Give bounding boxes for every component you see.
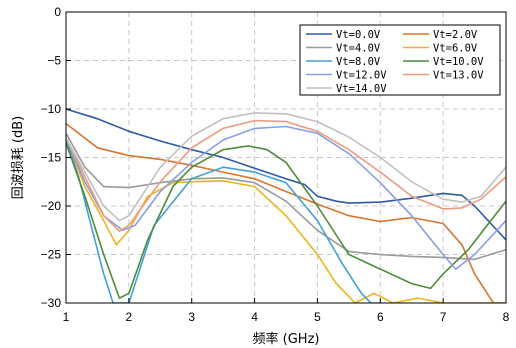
y-tick-label: −30	[41, 296, 62, 310]
x-tick-label: 7	[440, 310, 447, 324]
x-axis-label: 频率 (GHz)	[253, 331, 320, 347]
series-lines	[66, 108, 506, 303]
x-tick-label: 1	[63, 310, 70, 324]
x-tick-label: 2	[126, 310, 133, 324]
legend-label: Vt=8.0V	[336, 56, 381, 68]
legend-label: Vt=4.0V	[336, 43, 381, 55]
legend-label: Vt=14.0V	[336, 83, 387, 95]
x-tick-label: 6	[377, 310, 384, 324]
series-line-2	[66, 132, 506, 261]
legend-box	[299, 24, 501, 96]
legend-label: Vt=10.0V	[433, 56, 484, 68]
legend-label: Vt=2.0V	[433, 29, 478, 41]
series-line-1	[66, 122, 506, 303]
legend-label: Vt=6.0V	[433, 43, 478, 55]
y-tick-label: 0	[54, 5, 61, 19]
y-tick-label: −15	[41, 151, 62, 165]
series-line-0	[66, 108, 506, 241]
legend: Vt=0.0V Vt=2.0V Vt=4.0V Vt=6.0V Vt=8.0V Vt=10…	[299, 24, 501, 96]
y-tick-label: −10	[41, 102, 62, 116]
x-tick-label: 3	[188, 310, 195, 324]
legend-label: Vt=12.0V	[336, 70, 387, 82]
x-tick-label: 5	[314, 310, 321, 324]
series-line-5	[66, 142, 506, 299]
y-axis-ticks: 0 −5 −10 −15 −20 −25 −30	[41, 5, 71, 310]
series-line-6	[66, 125, 506, 270]
y-tick-label: −5	[47, 54, 61, 68]
legend-label: Vt=0.0V	[336, 29, 381, 41]
series-line-7	[66, 119, 506, 232]
series-line-3	[66, 137, 506, 303]
legend-label: Vt=13.0V	[433, 70, 484, 82]
y-tick-label: −25	[41, 248, 62, 262]
x-tick-label: 4	[251, 310, 258, 324]
y-tick-label: −20	[41, 199, 62, 213]
series-line-4	[66, 137, 381, 303]
x-tick-label: 8	[503, 310, 510, 324]
series-line-8	[66, 112, 506, 222]
x-axis-ticks: 1 2 3 4 5 6 7 8	[63, 298, 510, 324]
y-axis-label: 回波损耗 (dB)	[11, 116, 26, 199]
